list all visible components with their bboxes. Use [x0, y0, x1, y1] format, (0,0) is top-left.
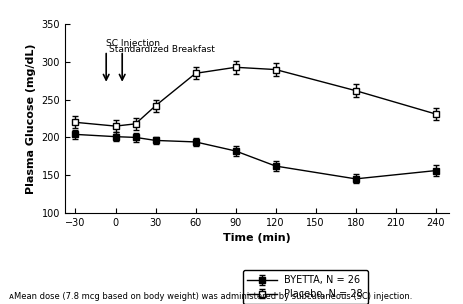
- X-axis label: Time (min): Time (min): [223, 233, 291, 243]
- Text: SC Injection: SC Injection: [106, 40, 160, 48]
- Text: Standardized Breakfast: Standardized Breakfast: [109, 46, 215, 54]
- Legend: BYETTA, N = 26, Placebo, N = 28: BYETTA, N = 26, Placebo, N = 28: [243, 271, 368, 304]
- Y-axis label: Plasma Glucose (mg/dL): Plasma Glucose (mg/dL): [26, 43, 36, 194]
- Text: ᴀMean dose (7.8 mcg based on body weight) was administered by subcutaneous (SC) : ᴀMean dose (7.8 mcg based on body weight…: [9, 292, 413, 301]
